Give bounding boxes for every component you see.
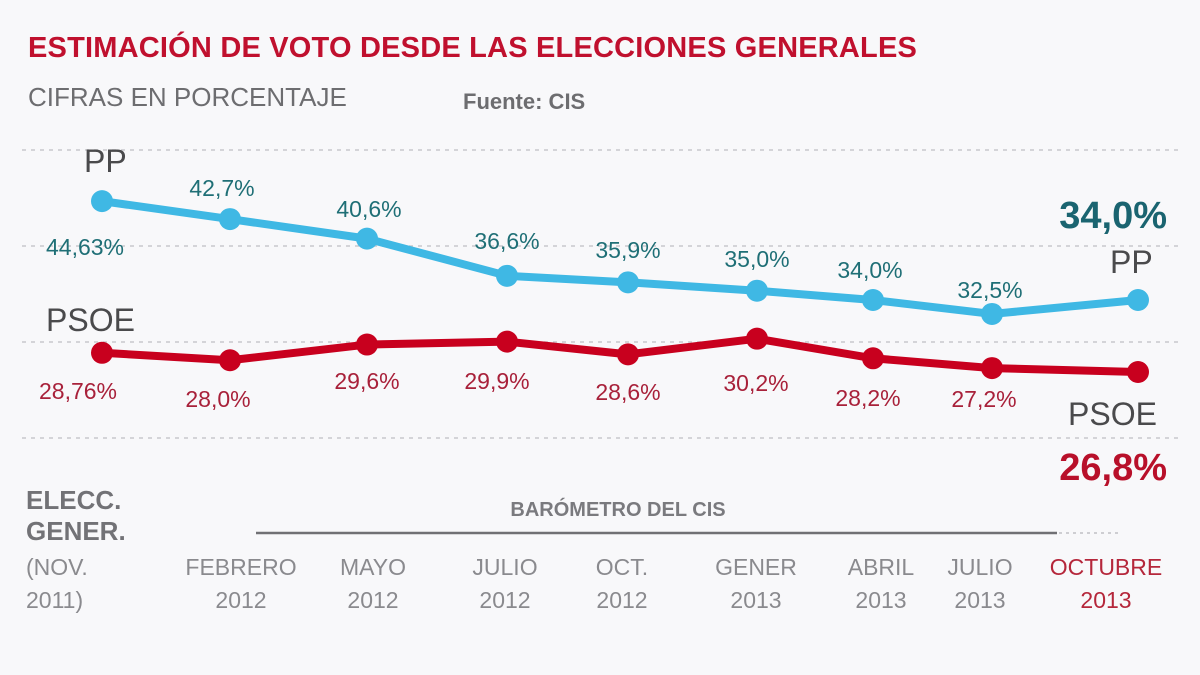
pp-label-left: PP xyxy=(84,143,127,179)
pp-point xyxy=(356,227,378,250)
x-tick-label-month: ABRIL xyxy=(848,554,915,580)
x-tick-labels: (NOV. 2011) FEBRERO 2012 MAYO 2012 JULIO 2012 OC… xyxy=(26,554,1162,613)
psoe-label-right: PSOE xyxy=(1068,396,1157,432)
chart-source: Fuente: CIS xyxy=(463,89,586,114)
series-points xyxy=(91,190,1149,383)
psoe-data-label: 28,2% xyxy=(835,385,900,411)
gridlines xyxy=(22,149,1180,439)
psoe-data-label: 27,2% xyxy=(951,386,1016,412)
x-tick-label-year: 2012 xyxy=(215,587,266,613)
pp-data-label: 32,5% xyxy=(957,277,1022,303)
psoe-final-value: 26,8% xyxy=(1059,447,1167,489)
psoe-data-label: 28,76% xyxy=(39,378,117,404)
psoe-point xyxy=(1127,361,1149,383)
x-tick-label-month: OCT. xyxy=(596,554,648,580)
x-tick-label-year: 2013 xyxy=(730,587,781,613)
pp-final-value: 34,0% xyxy=(1059,195,1167,237)
elecc-label-line1: ELECC. xyxy=(26,485,121,515)
psoe-data-label: 28,0% xyxy=(185,386,250,412)
pp-point xyxy=(746,279,768,302)
x-tick-label-year: 2013 xyxy=(855,587,906,613)
x-tick-label-month: (NOV. xyxy=(26,554,88,580)
pp-data-label: 44,63% xyxy=(46,234,124,260)
x-tick-label-year: 2012 xyxy=(596,587,647,613)
x-tick-label-year: 2012 xyxy=(347,587,398,613)
pp-label-right: PP xyxy=(1110,244,1153,280)
psoe-point xyxy=(219,349,241,372)
psoe-point xyxy=(91,341,113,364)
x-axis: ELECC. GENER. BARÓMETRO DEL CIS xyxy=(26,485,1122,546)
pp-point xyxy=(1127,289,1149,311)
pp-point xyxy=(981,302,1003,325)
pp-point xyxy=(496,264,518,287)
x-tick-label-month: MAYO xyxy=(340,554,406,580)
pp-point xyxy=(219,208,241,231)
x-tick-label-month: GENER xyxy=(715,554,797,580)
x-tick-label-year: 2013 xyxy=(954,587,1005,613)
psoe-point xyxy=(617,343,639,366)
barometro-label: BARÓMETRO DEL CIS xyxy=(510,497,725,521)
psoe-data-label: 30,2% xyxy=(723,370,788,396)
pp-data-label: 36,6% xyxy=(474,228,539,254)
x-tick-label-month: FEBRERO xyxy=(185,554,296,580)
x-tick-label-year: 2011) xyxy=(26,587,83,613)
psoe-label-left: PSOE xyxy=(46,302,135,338)
psoe-point xyxy=(356,333,378,356)
psoe-point xyxy=(981,357,1003,380)
pp-data-label: 34,0% xyxy=(837,257,902,283)
pp-data-label: 40,6% xyxy=(336,196,401,222)
pp-point xyxy=(91,190,113,213)
pp-point xyxy=(862,289,884,311)
psoe-point xyxy=(862,347,884,370)
x-tick-label-year: 2013 xyxy=(1080,587,1131,613)
psoe-data-label: 28,6% xyxy=(595,379,660,405)
psoe-point xyxy=(496,330,518,353)
pp-data-label: 42,7% xyxy=(189,175,254,201)
data-labels: 44,63% 42,7% 40,6% 36,6% 35,9% 35,0% 34,0% 32,5… xyxy=(39,175,1023,412)
x-tick-label-month: JULIO xyxy=(947,554,1012,580)
x-tick-label-month: JULIO xyxy=(472,554,537,580)
pp-point xyxy=(617,271,639,294)
psoe-data-label: 29,6% xyxy=(334,368,399,394)
x-tick-label-year: 2012 xyxy=(479,587,530,613)
party-labels: PP PSOE PP PSOE 34,0% 26,8% xyxy=(46,143,1167,489)
pp-data-label: 35,0% xyxy=(724,246,789,272)
chart-title: ESTIMACIÓN DE VOTO DESDE LAS ELECCIONES … xyxy=(28,32,918,64)
x-tick-label-month: OCTUBRE xyxy=(1050,554,1162,580)
chart-subtitle: CIFRAS EN PORCENTAJE xyxy=(28,82,347,112)
psoe-point xyxy=(746,327,768,350)
pp-data-label: 35,9% xyxy=(595,237,660,263)
elecc-label-line2: GENER. xyxy=(26,516,126,546)
psoe-data-label: 29,9% xyxy=(464,368,529,394)
